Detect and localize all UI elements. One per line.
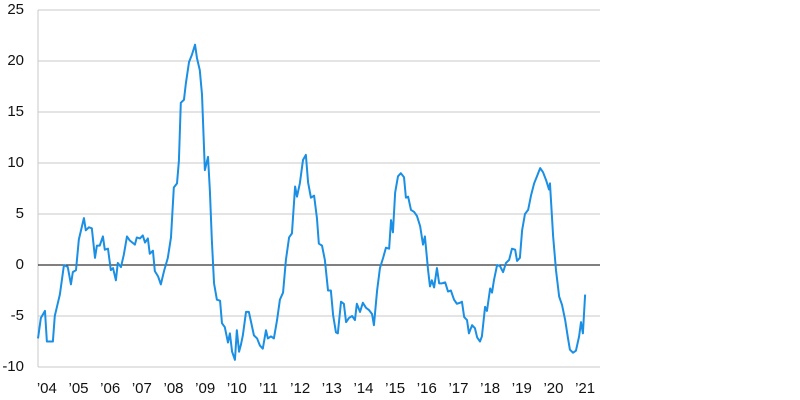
y-tick-label: 15 [7, 103, 24, 120]
x-tick-label: ’04 [37, 380, 57, 397]
y-tick-label: -5 [11, 307, 24, 324]
y-tick-label: 25 [7, 1, 24, 18]
x-tick-label: ’15 [385, 380, 405, 397]
x-tick-label: ’07 [132, 380, 152, 397]
x-tick-label: ’18 [480, 380, 500, 397]
x-tick-label: ’08 [163, 380, 183, 397]
x-tick-label: ’11 [259, 380, 278, 397]
y-tick-label: 20 [7, 52, 24, 69]
x-tick-label: ’17 [448, 380, 468, 397]
y-tick-label: -10 [2, 358, 24, 375]
x-tick-label: ’13 [322, 380, 342, 397]
x-tick-label: ’05 [69, 380, 89, 397]
x-tick-label: ’21 [575, 380, 595, 397]
y-tick-label: 5 [16, 205, 24, 222]
x-tick-label: ’20 [543, 380, 563, 397]
y-tick-label: 10 [7, 154, 24, 171]
x-tick-label: ’19 [512, 380, 532, 397]
x-tick-label: ’12 [290, 380, 310, 397]
x-tick-label: ’09 [195, 380, 215, 397]
x-tick-label: ’10 [227, 380, 247, 397]
x-tick-label: ’06 [100, 380, 120, 397]
line-series [37, 43, 587, 361]
x-tick-label: ’14 [353, 380, 373, 397]
x-tick-label: ’16 [417, 380, 437, 397]
y-tick-label: 0 [16, 256, 24, 273]
